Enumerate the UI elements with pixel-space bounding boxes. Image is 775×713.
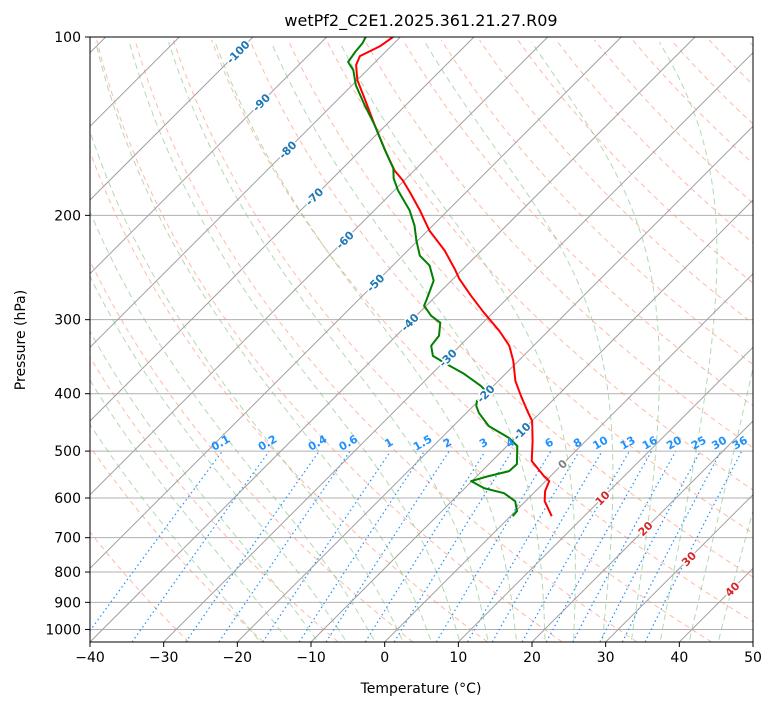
mixing-ratio-label: 0.1 xyxy=(209,433,232,454)
x-tick-label: 50 xyxy=(744,650,762,666)
isotherm-label: -100 xyxy=(224,38,253,67)
moist-adiabat xyxy=(271,42,545,640)
isotherm-line xyxy=(0,37,327,642)
moist-adiabat xyxy=(340,42,576,640)
mixing-ratio-label: 36 xyxy=(730,433,750,452)
mixing-ratio-label: 20 xyxy=(664,433,684,452)
dry-adiabat xyxy=(0,40,263,642)
dry-adiabat xyxy=(594,40,775,642)
chart-title: wetPf2_C2E1.2025.361.21.27.R09 xyxy=(284,11,557,31)
mixing-ratio-line xyxy=(299,452,424,642)
y-tick-label: 500 xyxy=(54,444,81,460)
y-tick-label: 700 xyxy=(54,531,81,547)
dry-adiabat xyxy=(326,40,775,642)
mixing-ratio-line xyxy=(600,452,700,642)
mixing-ratio-label: 3 xyxy=(477,436,490,451)
y-tick-label: 200 xyxy=(54,208,81,224)
isotherm-line xyxy=(16,37,621,642)
y-tick-label: 1000 xyxy=(45,622,81,638)
x-tick-label: 20 xyxy=(523,650,541,666)
y-tick-label: 100 xyxy=(54,30,81,46)
y-tick-label: 800 xyxy=(54,565,81,581)
x-tick-label: −20 xyxy=(223,650,253,666)
isotherm-line xyxy=(0,37,400,642)
mixing-ratio-line xyxy=(365,452,485,642)
mixing-ratio-line xyxy=(132,452,269,642)
mixing-ratio-label: 30 xyxy=(709,433,729,452)
isotherm-line xyxy=(753,37,775,642)
mixing-ratio-label: 6 xyxy=(543,435,556,450)
x-tick-label: 10 xyxy=(449,650,467,666)
x-tick-label: −30 xyxy=(149,650,179,666)
y-tick-label: 900 xyxy=(54,595,81,611)
dry-adiabat xyxy=(480,40,775,642)
mixing-ratio-label: 1 xyxy=(382,436,395,451)
moist-adiabat xyxy=(690,42,775,640)
mixing-ratio-label: 0.2 xyxy=(256,433,279,454)
dry-adiabat xyxy=(0,40,338,642)
y-tick-label: 400 xyxy=(54,387,81,403)
dry-adiabat xyxy=(441,40,775,642)
x-tick-label: 30 xyxy=(597,650,615,666)
isotherm-line xyxy=(90,37,695,642)
background-lines xyxy=(0,37,775,642)
mixing-ratio-line xyxy=(522,452,629,642)
moist-adiabat xyxy=(96,42,431,640)
dry-adiabat xyxy=(748,40,775,642)
moist-adiabat xyxy=(17,42,345,640)
x-tick-label: 0 xyxy=(380,650,389,666)
mixing-ratio-label: 25 xyxy=(689,434,709,453)
x-tick-label: −10 xyxy=(296,650,326,666)
plot-frame xyxy=(90,37,753,642)
mixing-ratio-label: 0.4 xyxy=(306,432,330,453)
mixing-ratio-line xyxy=(546,452,651,642)
mixing-ratio-line xyxy=(82,452,222,642)
isotherm-line xyxy=(679,37,775,642)
moist-adiabat xyxy=(129,42,459,640)
y-tick-label: 300 xyxy=(54,313,81,329)
isotherm-label: -90 xyxy=(250,91,273,114)
isotherm-line xyxy=(0,37,253,642)
dry-adiabat xyxy=(633,40,775,642)
dry-adiabat xyxy=(288,40,775,642)
mixing-ratio-label: 8 xyxy=(571,436,584,451)
x-tick-label: 40 xyxy=(670,650,688,666)
y-axis-label: Pressure (hPa) xyxy=(13,290,29,390)
mixing-ratio-line xyxy=(573,452,676,642)
moist-adiabat xyxy=(169,42,488,640)
mixing-ratio-label: 0.6 xyxy=(337,432,361,453)
isotherm-line xyxy=(532,37,775,642)
dry-adiabat xyxy=(97,40,563,642)
y-tick-label: 600 xyxy=(54,491,81,507)
mixing-ratio-line xyxy=(326,452,449,642)
isotherm-line xyxy=(0,37,474,642)
x-tick-label: −40 xyxy=(75,650,105,666)
mixing-ratio-line xyxy=(394,452,512,642)
mixing-ratio-line xyxy=(263,452,391,642)
moist-adiabat xyxy=(0,42,258,640)
dry-adiabat xyxy=(59,40,488,642)
isotherm-line xyxy=(385,37,775,642)
mixing-ratio-label: 10 xyxy=(591,433,611,452)
mixing-ratio-label: 13 xyxy=(618,434,638,453)
moist-adiabat xyxy=(66,42,402,640)
x-axis-label: Temperature (°C) xyxy=(360,681,482,697)
moist-adiabat xyxy=(215,42,516,640)
dry-adiabat xyxy=(403,40,775,642)
